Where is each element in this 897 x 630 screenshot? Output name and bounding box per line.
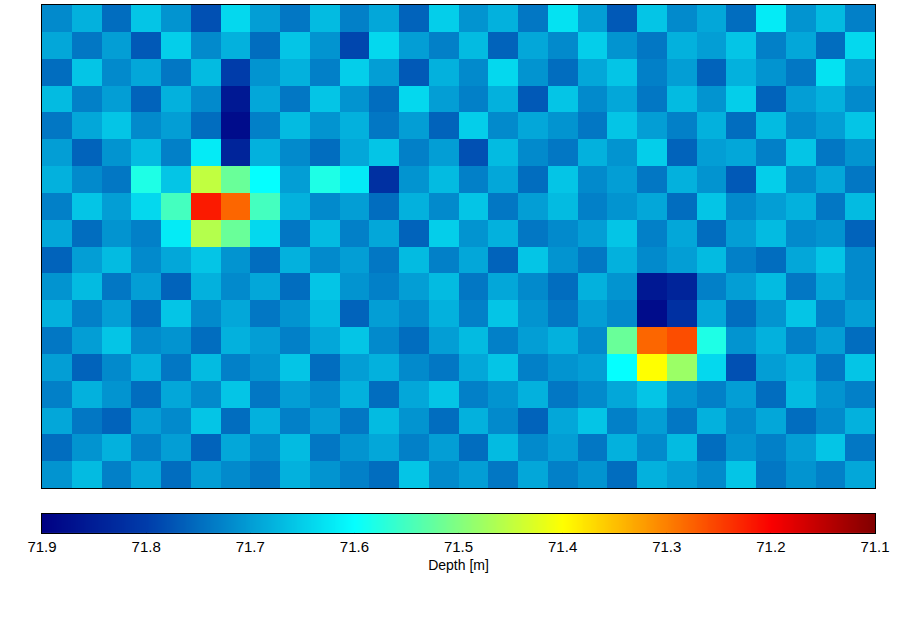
svg-text:Depth [m]: Depth [m]	[428, 557, 489, 573]
svg-text:71.3: 71.3	[652, 538, 681, 555]
svg-text:71.4: 71.4	[548, 538, 577, 555]
svg-text:71.6: 71.6	[340, 538, 369, 555]
svg-text:71.7: 71.7	[236, 538, 265, 555]
svg-text:71.9: 71.9	[27, 538, 56, 555]
svg-text:71.2: 71.2	[756, 538, 785, 555]
svg-text:71.5: 71.5	[444, 538, 473, 555]
svg-text:71.1: 71.1	[860, 538, 889, 555]
svg-text:71.8: 71.8	[132, 538, 161, 555]
